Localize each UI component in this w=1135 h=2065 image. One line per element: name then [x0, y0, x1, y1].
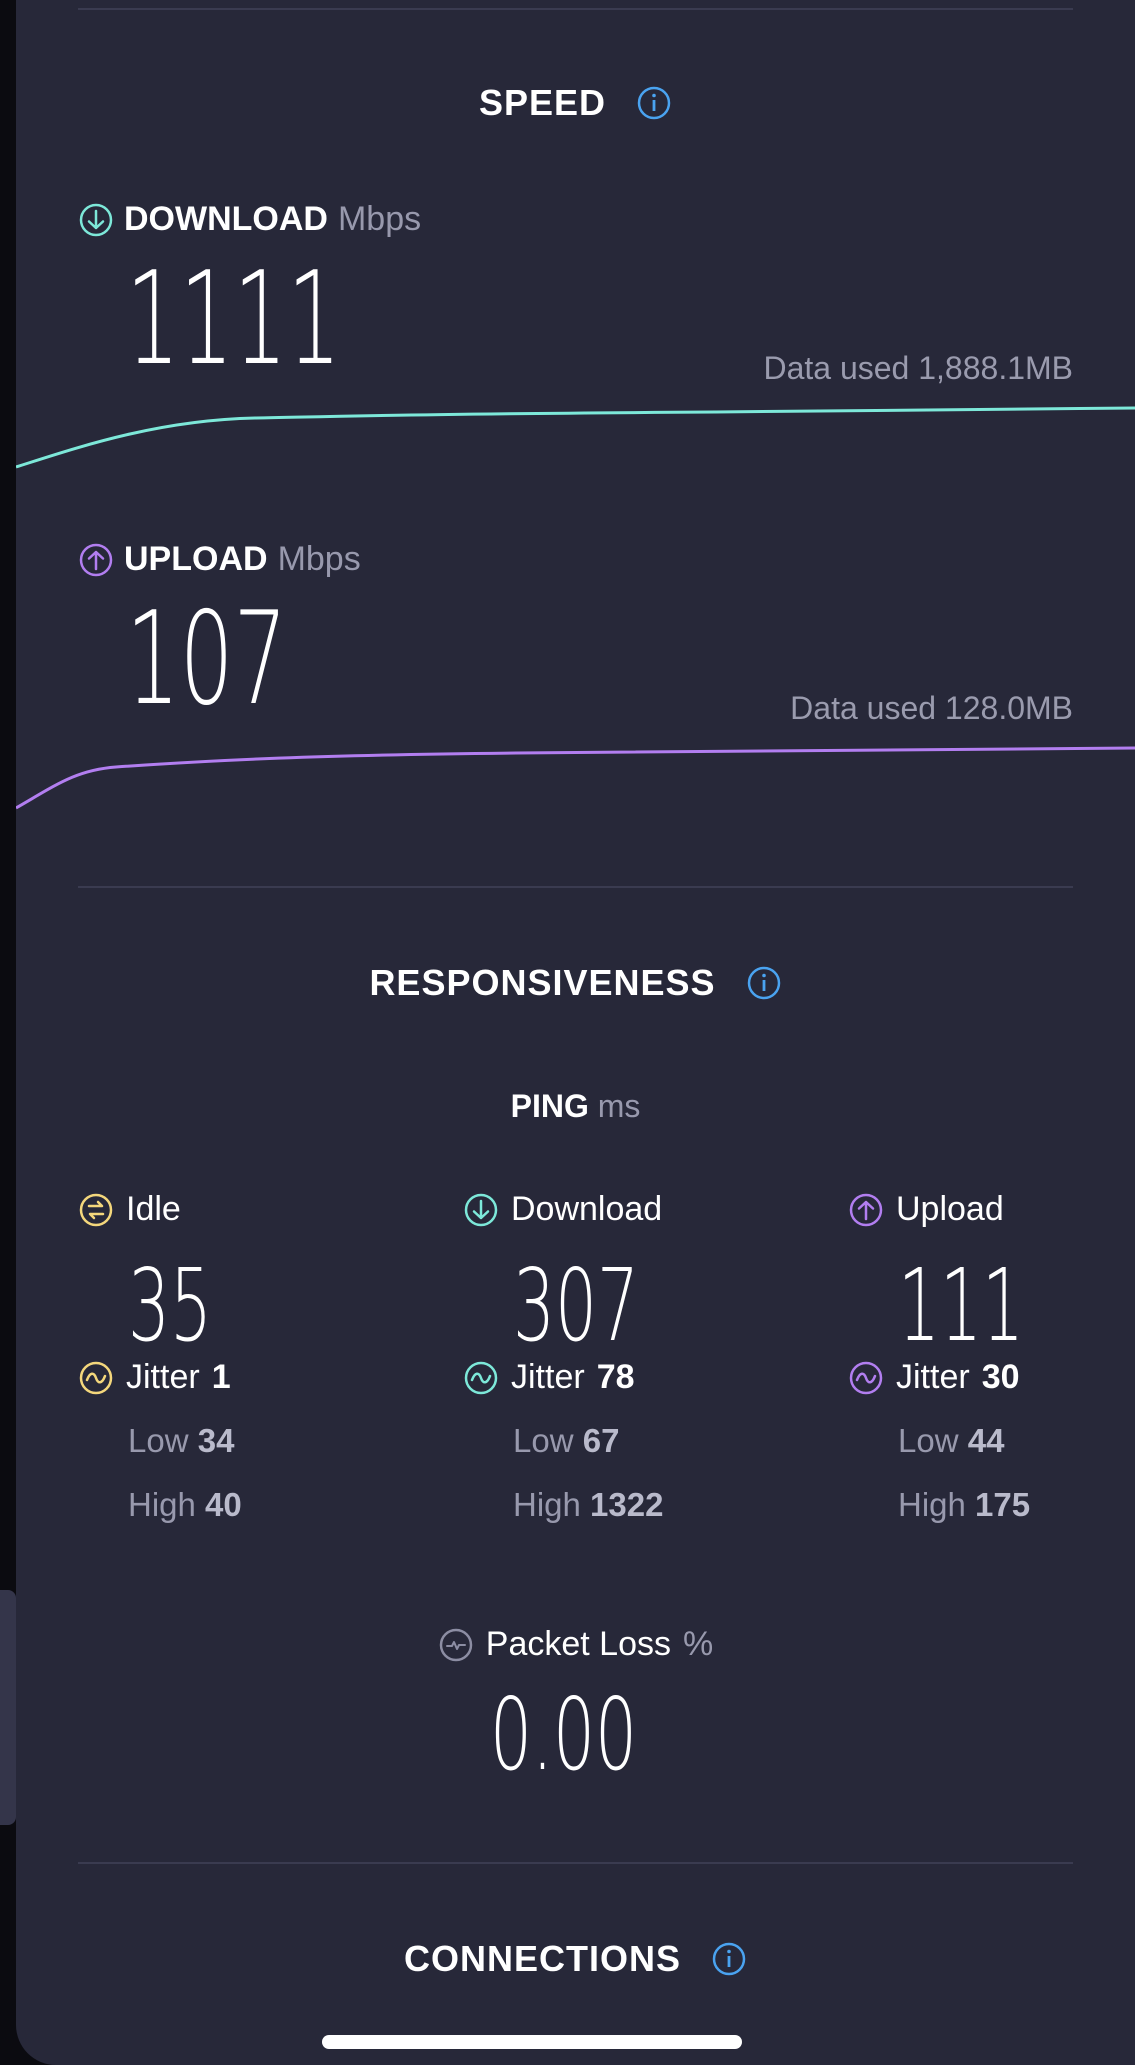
- idle-high-label: High: [128, 1486, 196, 1523]
- speed-divider: [78, 886, 1073, 888]
- upload-ping-label: Upload: [896, 1190, 1004, 1228]
- upload-low-label: Low: [898, 1422, 959, 1459]
- idle-high-row: High 40: [128, 1486, 242, 1524]
- upload-label: UPLOAD: [124, 540, 268, 578]
- idle-low-label: Low: [128, 1422, 189, 1459]
- download-label: DOWNLOAD: [124, 200, 328, 238]
- upload-arrow-icon: [79, 543, 113, 576]
- idle-jitter-label: Jitter: [126, 1358, 200, 1396]
- download-speed-graph: [16, 406, 1135, 469]
- packet-loss-unit: %: [682, 1625, 714, 1663]
- idle-icon: [79, 1193, 113, 1226]
- upload-high-label: High: [898, 1486, 966, 1523]
- results-screen: SPEED DOWNLOAD Mbps 1111 Data used 1,888…: [16, 0, 1135, 2065]
- packet-loss-icon: [439, 1628, 473, 1661]
- idle-low-row: Low 34: [128, 1422, 234, 1460]
- download-speed-value: 1111: [126, 245, 341, 394]
- download-jitter-row: Jitter 78: [463, 1358, 635, 1397]
- idle-jitter-icon: [79, 1361, 113, 1394]
- download-low-row: Low 67: [513, 1422, 619, 1460]
- upload-ping-header: Upload: [848, 1190, 1004, 1229]
- speed-section-heading: SPEED: [16, 82, 1135, 124]
- idle-low-value: 34: [197, 1422, 235, 1459]
- download-low-value: 67: [582, 1422, 620, 1459]
- upload-low-value: 44: [967, 1422, 1005, 1459]
- idle-ping-column: Idle 35 Jitter 1 Low 34 High 40: [78, 1186, 378, 1526]
- download-high-row: High 1322: [513, 1486, 663, 1524]
- upload-high-value: 175: [975, 1486, 1031, 1523]
- download-high-label: High: [513, 1486, 581, 1523]
- upload-high-row: High 175: [898, 1486, 1030, 1524]
- download-ping-label: Download: [511, 1190, 663, 1228]
- upload-data-used: Data used 128.0MB: [790, 690, 1073, 726]
- connections-title: CONNECTIONS: [403, 1938, 681, 1979]
- download-unit: Mbps: [337, 200, 422, 238]
- packet-loss-value: 0.00: [490, 1676, 637, 1793]
- download-high-value: 1322: [590, 1486, 664, 1523]
- download-ping-column: Download 307 Jitter 78 Low 67 High 1322: [463, 1186, 763, 1526]
- upload-ping-value: 111: [898, 1247, 1024, 1364]
- download-data-used: Data used 1,888.1MB: [763, 350, 1073, 386]
- speed-title: SPEED: [478, 82, 607, 123]
- upload-label-row: UPLOAD Mbps: [78, 540, 361, 579]
- upload-low-row: Low 44: [898, 1422, 1004, 1460]
- responsiveness-info-icon[interactable]: [746, 965, 782, 1001]
- download-ping-header: Download: [463, 1190, 662, 1229]
- speed-info-icon[interactable]: [636, 85, 672, 121]
- ping-unit: ms: [597, 1088, 641, 1124]
- responsiveness-section-heading: RESPONSIVENESS: [16, 962, 1135, 1004]
- upload-jitter-label: Jitter: [896, 1358, 970, 1396]
- download-ping-value: 307: [513, 1247, 639, 1364]
- download-label-row: DOWNLOAD Mbps: [78, 200, 421, 239]
- upload-jitter-value: 30: [981, 1358, 1020, 1396]
- packet-loss-header: Packet Loss %: [16, 1625, 1135, 1664]
- ping-title: PING ms: [16, 1088, 1135, 1125]
- top-divider: [78, 8, 1073, 10]
- upload-speed-graph: [16, 746, 1135, 810]
- upload-jitter-icon: [849, 1361, 883, 1394]
- upload-speed-value: 107: [126, 585, 288, 734]
- download-jitter-value: 78: [596, 1358, 635, 1396]
- idle-jitter-row: Jitter 1: [78, 1358, 231, 1397]
- home-indicator[interactable]: [322, 2035, 742, 2049]
- download-ping-icon: [464, 1193, 498, 1226]
- connections-section-heading: CONNECTIONS: [16, 1938, 1135, 1980]
- idle-high-value: 40: [205, 1486, 242, 1523]
- idle-label: Idle: [126, 1190, 181, 1228]
- ping-label: PING: [510, 1088, 589, 1124]
- idle-ping-value: 35: [128, 1247, 212, 1364]
- download-arrow-icon: [79, 203, 113, 236]
- idle-jitter-value: 1: [211, 1358, 231, 1396]
- upload-unit: Mbps: [277, 540, 361, 578]
- connections-info-icon[interactable]: [711, 1941, 747, 1977]
- packet-loss-label: Packet Loss: [485, 1625, 671, 1663]
- upload-jitter-row: Jitter 30: [848, 1358, 1020, 1397]
- download-jitter-label: Jitter: [511, 1358, 585, 1396]
- download-low-label: Low: [513, 1422, 574, 1459]
- responsiveness-divider: [78, 1862, 1073, 1864]
- upload-ping-column: Upload 111 Jitter 30 Low 44 High 175: [848, 1186, 1135, 1526]
- download-jitter-icon: [464, 1361, 498, 1394]
- edge-panel-handle[interactable]: [0, 1590, 16, 1825]
- responsiveness-title: RESPONSIVENESS: [369, 962, 716, 1003]
- upload-ping-icon: [849, 1193, 883, 1226]
- idle-ping-header: Idle: [78, 1190, 181, 1229]
